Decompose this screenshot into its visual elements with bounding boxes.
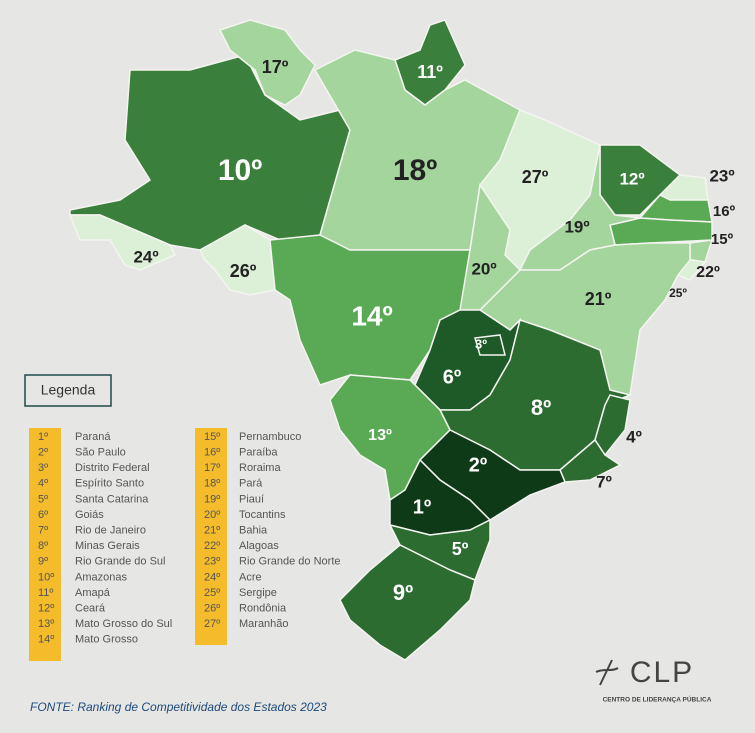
- state-rank: 27º: [522, 167, 549, 187]
- legend-state: Sergipe: [239, 587, 277, 599]
- legend-state: Rio de Janeiro: [75, 525, 146, 537]
- legend-rank: 17º: [204, 462, 220, 474]
- state-rank: 21º: [585, 289, 612, 309]
- state: [199, 224, 276, 296]
- legend-state: Ceará: [75, 603, 106, 615]
- legend-rank: 11º: [38, 587, 53, 599]
- state-rank: 8º: [531, 395, 551, 420]
- legend-state: Acre: [239, 571, 262, 583]
- legend-state: Espírito Santo: [75, 478, 144, 490]
- legend-state: Paraná: [75, 431, 111, 443]
- legend-rank: 16º: [204, 447, 220, 459]
- legend-rank: 23º: [204, 556, 220, 568]
- state-rank: 5º: [452, 539, 469, 559]
- state-rank: 14º: [351, 300, 392, 331]
- state: [68, 214, 177, 271]
- state-rank: 25º: [669, 286, 687, 300]
- legend-state: Pará: [239, 478, 263, 490]
- state: [339, 544, 476, 661]
- legend-state: Roraima: [239, 462, 281, 474]
- legend-state: Santa Catarina: [75, 493, 149, 505]
- state-rank: 6º: [443, 366, 461, 388]
- legend-rank: 1º: [38, 431, 48, 443]
- legend-rank: 3º: [38, 462, 48, 474]
- legend-rank: 15º: [204, 431, 220, 443]
- legend-rank: 7º: [38, 525, 48, 537]
- legend-rank: 19º: [204, 493, 220, 505]
- legend-column: [29, 428, 61, 661]
- state-rank: 16º: [713, 203, 736, 220]
- state-rank: 4º: [626, 427, 642, 446]
- legend-state: Mato Grosso: [75, 634, 138, 646]
- legend-state: São Paulo: [75, 447, 126, 459]
- state-rank: 18º: [393, 154, 437, 187]
- state-rank: 22º: [696, 264, 720, 281]
- legend-rank: 14º: [38, 634, 54, 646]
- legend-rank: 26º: [204, 603, 220, 615]
- state-rank: 17º: [262, 57, 289, 77]
- state: [269, 234, 471, 386]
- state-rank: 26º: [230, 261, 257, 281]
- state-rank: 11º: [417, 62, 443, 82]
- legend-rank: 27º: [204, 618, 220, 630]
- source: FONTE: Ranking de Competitividade dos Es…: [30, 700, 327, 714]
- legend-column: [195, 428, 227, 645]
- legend-state: Distrito Federal: [75, 462, 150, 474]
- legend-state: Goiás: [75, 509, 104, 521]
- state-rank: 12º: [619, 169, 644, 188]
- legend-state: Bahia: [239, 525, 268, 537]
- legend-rank: 6º: [38, 509, 48, 521]
- state-rank: 9º: [393, 580, 413, 605]
- legend-state: Paraíba: [239, 447, 278, 459]
- legend-rank: 2º: [38, 447, 48, 459]
- legend-rank: 18º: [204, 478, 220, 490]
- legend-state: Amazonas: [75, 571, 127, 583]
- legend-rank: 25º: [204, 587, 220, 599]
- legend-state: Rio Grande do Sul: [75, 556, 166, 568]
- legend-state: Pernambuco: [239, 431, 301, 443]
- state: [218, 19, 316, 106]
- legend-state: Alagoas: [239, 540, 279, 552]
- state-rank: 10º: [218, 154, 262, 187]
- legend-rank: 4º: [38, 478, 48, 490]
- legend-state: Rondônia: [239, 603, 287, 615]
- legend-state: Piauí: [239, 493, 264, 505]
- legend-rank: 13º: [38, 618, 54, 630]
- legend-rank: 9º: [38, 556, 48, 568]
- state-rank: 7º: [596, 472, 612, 491]
- state-rank: 1º: [413, 496, 431, 518]
- state-rank: 2º: [469, 454, 487, 476]
- logo-mark: [595, 659, 619, 686]
- legend-rank: 24º: [204, 571, 220, 583]
- state-rank: 3º: [475, 336, 487, 351]
- legend-rank: 10º: [38, 571, 54, 583]
- legend-title: Legenda: [41, 382, 96, 398]
- legend-rank: 20º: [204, 509, 220, 521]
- legend-rank: 5º: [38, 493, 48, 505]
- state-rank: 13º: [368, 427, 392, 444]
- legend-state: Tocantins: [239, 509, 286, 521]
- legend-state: Minas Gerais: [75, 540, 140, 552]
- state-rank: 20º: [471, 259, 496, 278]
- legend-rank: 8º: [38, 540, 48, 552]
- legend-state: Maranhão: [239, 618, 289, 630]
- legend-box: [24, 374, 112, 407]
- state-rank: 15º: [711, 231, 734, 248]
- logo-subtitle: CENTRO DE LIDERANÇA PÚBLICA: [603, 695, 712, 704]
- state-rank: 24º: [133, 247, 158, 266]
- legend-rank: 12º: [38, 603, 54, 615]
- logo-name: CLP: [630, 656, 694, 689]
- state: [474, 334, 506, 356]
- legend-rank: 22º: [204, 540, 220, 552]
- legend-state: Mato Grosso do Sul: [75, 618, 172, 630]
- legend-state: Rio Grande do Norte: [239, 556, 341, 568]
- legend-state: Amapá: [75, 587, 111, 599]
- legend-rank: 21º: [204, 525, 220, 537]
- state-rank: 19º: [564, 217, 589, 236]
- state-rank: 23º: [709, 166, 734, 185]
